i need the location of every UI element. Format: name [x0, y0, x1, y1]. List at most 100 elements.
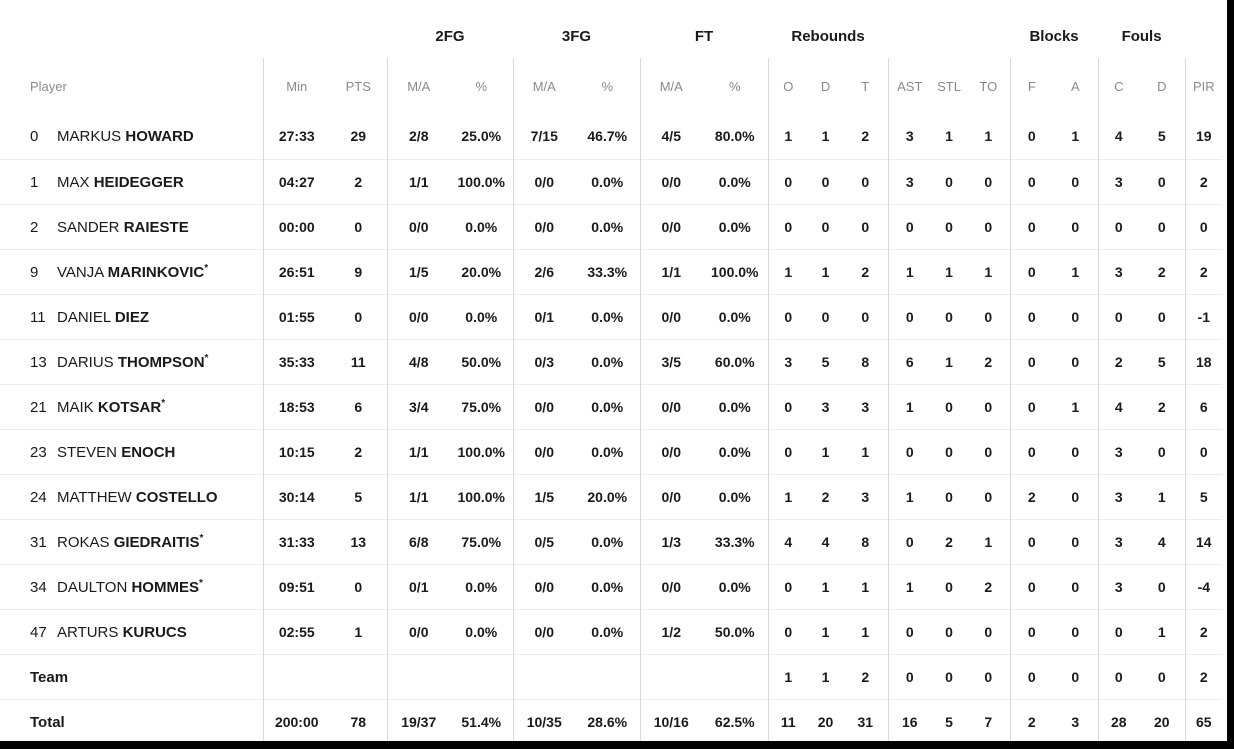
stat-reb-o: 0: [767, 608, 809, 654]
stat-foul-d: 2: [1139, 383, 1186, 429]
player-number: 2: [30, 218, 39, 236]
stat-pts: 0: [330, 563, 387, 609]
stat-2fg-pct: 0.0%: [450, 203, 513, 249]
stat-reb-o: 3: [767, 338, 809, 384]
stat-reb-o: 1: [767, 114, 809, 159]
stat-foul-c: 3: [1097, 473, 1140, 519]
stat-3fg-pct: 0.0%: [575, 608, 640, 654]
player-cell: 13 DARIUS THOMPSON*: [0, 338, 263, 384]
stat-reb-t: 31: [843, 698, 889, 744]
stat-reb-d: 1: [808, 428, 844, 474]
stat-3fg-pct: 28.6%: [575, 698, 640, 744]
stat-foul-c: 3: [1097, 158, 1140, 204]
window-edge-right: [1227, 0, 1234, 749]
player-number: 24: [30, 488, 47, 506]
stat-pts: 0: [330, 293, 387, 339]
stat-ft-ma: 0/0: [639, 158, 702, 204]
stat-reb-o: 11: [767, 698, 809, 744]
group-header-fouls: Fouls: [1121, 28, 1162, 45]
stat-reb-t: 0: [843, 293, 889, 339]
player-row[interactable]: 47 ARTURS KURUCS 02:55 1 0/0 0.0% 0/0 0.0…: [0, 608, 1223, 654]
stat-pts: 0: [330, 203, 387, 249]
stat-foul-c: 3: [1097, 518, 1140, 564]
group-header-rebounds: Rebounds: [791, 28, 865, 45]
stat-reb-d: 1: [808, 563, 844, 609]
stat-3fg-pct: 46.7%: [587, 128, 628, 145]
stat-stl: 0: [931, 653, 968, 699]
stat-2fg-ma: 19/37: [386, 698, 450, 744]
stat-reb-t: 0: [843, 158, 889, 204]
stat-blk-f: 0: [1009, 338, 1054, 384]
player-row[interactable]: 13 DARIUS THOMPSON* 35:33 11 4/8 50.0% 0/…: [0, 338, 1223, 384]
stat-blk-a: 3: [1053, 698, 1099, 744]
stat-to: 0: [967, 608, 1011, 654]
stat-3fg-pct: 33.3%: [575, 248, 640, 294]
player-row[interactable]: 11 DANIEL DIEZ 01:55 0 0/0 0.0% 0/1 0.0% …: [0, 293, 1223, 339]
stat-blk-f: 0: [1009, 203, 1054, 249]
stat-ast: 0: [887, 653, 932, 699]
stat-foul-c: 28: [1097, 698, 1140, 744]
player-row[interactable]: 2 SANDER RAIESTE 00:00 0 0/0 0.0% 0/0 0.0…: [0, 203, 1223, 249]
stat-2fg-ma: 6/8: [386, 518, 450, 564]
stat-2fg-ma: 0/0: [386, 293, 450, 339]
stat-3fg-ma: 0/0: [512, 428, 575, 474]
stat-min: 09:51: [262, 563, 330, 609]
col-header-ft-ma: M/A: [639, 58, 702, 114]
stat-blk-f: 0: [1009, 248, 1054, 294]
stat-ft-ma: 1/2: [639, 608, 702, 654]
player-row[interactable]: 24 MATTHEW COSTELLO 30:14 5 1/1 100.0% 1/…: [0, 473, 1223, 519]
stat-reb-t: 8: [843, 338, 889, 384]
stat-pir: 19: [1184, 114, 1223, 159]
stat-ft-pct: 0.0%: [702, 473, 769, 519]
stat-3fg-pct: 20.0%: [575, 473, 640, 519]
player-row[interactable]: 34 DAULTON HOMMES* 09:51 0 0/1 0.0% 0/0 0…: [0, 563, 1223, 609]
player-last-name: MARINKOVIC: [107, 263, 205, 281]
stat-blk-a: 1: [1053, 383, 1099, 429]
stat-2fg-pct: 100.0%: [450, 158, 513, 204]
stat-blk-f: 0: [1009, 428, 1054, 474]
column-header-row: Player Min PTS M/A % M/A % M/A % O D T A…: [0, 58, 1223, 114]
player-number: 0: [30, 128, 39, 146]
stat-min: 02:55: [262, 608, 330, 654]
col-header-player: Player: [30, 78, 67, 94]
player-row[interactable]: 21 MAIK KOTSAR* 18:53 6 3/4 75.0% 0/0 0.0…: [0, 383, 1223, 429]
stat-3fg-ma: 0/5: [512, 518, 575, 564]
stat-foul-c: 3: [1097, 248, 1140, 294]
player-cell: 47 ARTURS KURUCS: [0, 608, 263, 654]
stat-pir: 2: [1184, 248, 1223, 294]
stat-foul-d: 20: [1139, 698, 1186, 744]
player-first-name: DANIEL: [57, 308, 111, 326]
player-last-name: KOTSAR: [97, 398, 162, 416]
stat-2fg-pct: 0.0%: [450, 608, 513, 654]
total-row: Total 200:00 78 19/37 51.4% 10/35 28.6% …: [0, 698, 1223, 744]
player-row[interactable]: 1 MAX HEIDEGGER 04:27 2 1/1 100.0% 0/0 0.…: [0, 158, 1223, 204]
stat-reb-d: 5: [808, 338, 844, 384]
stat-foul-d: 0: [1139, 563, 1186, 609]
stat-foul-d: 0: [1139, 428, 1186, 474]
stat-ft-pct: 100.0%: [702, 248, 769, 294]
stat-ast: 3: [887, 158, 932, 204]
stat-pir: 0: [1184, 428, 1223, 474]
stat-pir: 2: [1184, 653, 1223, 699]
player-row[interactable]: 23 STEVEN ENOCH 10:15 2 1/1 100.0% 0/0 0.…: [0, 428, 1223, 474]
stat-foul-d: 1: [1139, 608, 1186, 654]
stat-3fg-pct: [575, 653, 640, 699]
stat-foul-d: 0: [1139, 653, 1186, 699]
col-header-foul-c: C: [1097, 58, 1140, 114]
stat-2fg-pct: 50.0%: [450, 338, 513, 384]
stat-blk-a: 0: [1053, 518, 1099, 564]
col-header-3fg-ma: M/A: [512, 58, 575, 114]
stat-3fg-ma: 0/0: [512, 203, 575, 249]
player-row[interactable]: 9 VANJA MARINKOVIC* 26:51 9 1/5 20.0% 2/6…: [0, 248, 1223, 294]
stat-reb-d: 2: [808, 473, 844, 519]
player-row[interactable]: 31 ROKAS GIEDRAITIS* 31:33 13 6/8 75.0% 0…: [0, 518, 1223, 564]
player-row[interactable]: 0 MARKUS HOWARD 27:33 29 2/8 25.0% 7/15 4…: [0, 114, 1223, 159]
stat-reb-o: 0: [767, 383, 809, 429]
stat-ft-ma: 1/3: [639, 518, 702, 564]
stat-min: 00:00: [262, 203, 330, 249]
player-number: 11: [30, 308, 46, 326]
stat-ft-pct: 33.3%: [702, 518, 769, 564]
stat-ft-ma: [639, 653, 702, 699]
col-header-ast: AST: [887, 58, 932, 114]
stat-3fg-ma: 0/0: [512, 158, 575, 204]
